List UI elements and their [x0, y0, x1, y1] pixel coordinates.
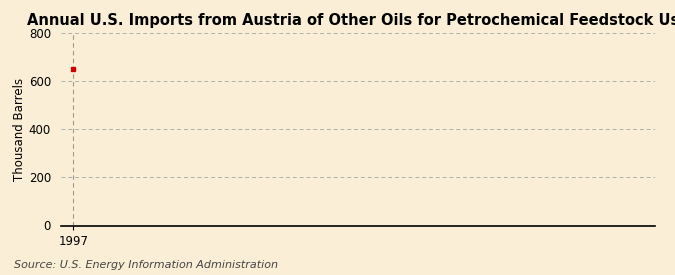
Y-axis label: Thousand Barrels: Thousand Barrels: [13, 78, 26, 181]
Text: Source: U.S. Energy Information Administration: Source: U.S. Energy Information Administ…: [14, 260, 277, 270]
Title: Annual U.S. Imports from Austria of Other Oils for Petrochemical Feedstock Use: Annual U.S. Imports from Austria of Othe…: [26, 13, 675, 28]
